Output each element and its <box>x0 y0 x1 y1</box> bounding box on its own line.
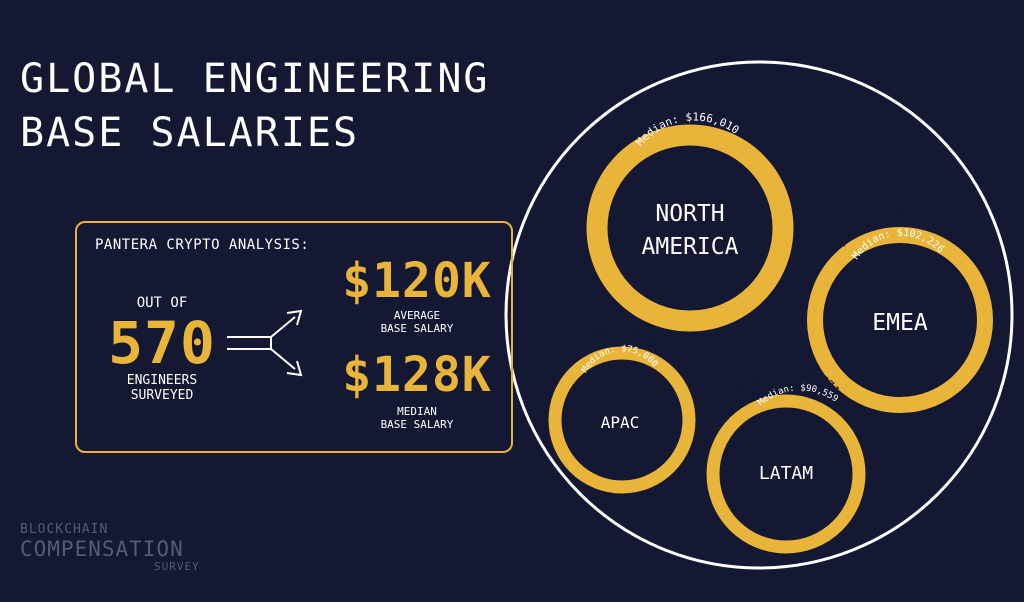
logo-line-2: COMPENSATION <box>20 537 184 561</box>
survey-logo: BLOCKCHAIN COMPENSATION SURVEY <box>20 522 200 573</box>
region-latam: Average: $104,771 Median: $90,559 LATAM <box>706 362 866 554</box>
north-america-name-line-2: AMERICA <box>642 234 739 260</box>
apac-median: Median: $75,000 <box>580 344 659 375</box>
apac-name: APAC <box>601 413 640 432</box>
engineers-label-line-1: ENGINEERS <box>126 373 198 388</box>
page-title: GLOBAL ENGINEERING BASE SALARIES <box>20 52 489 160</box>
panel-heading: PANTERA CRYPTO ANALYSIS: <box>95 237 310 253</box>
emea-ring <box>807 227 993 413</box>
median-label-line-2: BASE SALARY <box>380 418 454 431</box>
median-label-line-1: MEDIAN <box>397 405 437 418</box>
emea-name: EMEA <box>872 310 928 336</box>
region-north-america: Average: $176,479 Median: $166,010 NORTH… <box>586 84 794 332</box>
region-emea: Average: $116,272 Median: $102,226 EMEA <box>807 205 993 413</box>
average-label-line-2: BASE SALARY <box>380 322 454 335</box>
latam-ring <box>706 394 866 554</box>
average-salary-value: $120K <box>342 253 492 309</box>
title-line-1: GLOBAL ENGINEERING <box>20 56 490 102</box>
apac-ring <box>548 346 696 494</box>
title-line-2: BASE SALARIES <box>20 110 360 156</box>
out-of-label: OUT OF <box>136 295 188 311</box>
engineers-surveyed-label: ENGINEERS SURVEYED <box>107 373 217 403</box>
engineer-count: 570 <box>108 309 216 377</box>
region-apac: Average: $98,799 Median: $75,000 APAC <box>548 324 696 494</box>
latam-name: LATAM <box>759 463 813 484</box>
median-salary-label: MEDIAN BASE SALARY <box>327 405 507 431</box>
north-america-name-line-1: NORTH <box>655 201 724 227</box>
regions-outline-circle <box>504 60 1014 570</box>
engineers-label-line-2: SURVEYED <box>130 388 194 403</box>
logo-line-3: SURVEY <box>154 560 200 573</box>
fork-arrow-icon <box>227 309 303 377</box>
average-salary-label: AVERAGE BASE SALARY <box>327 309 507 335</box>
analysis-panel: PANTERA CRYPTO ANALYSIS: OUT OF 570 ENGI… <box>75 221 513 453</box>
logo-line-1: BLOCKCHAIN <box>20 522 109 537</box>
average-label-line-1: AVERAGE <box>393 309 441 322</box>
median-salary-value: $128K <box>342 347 492 403</box>
north-america-ring <box>586 124 794 332</box>
